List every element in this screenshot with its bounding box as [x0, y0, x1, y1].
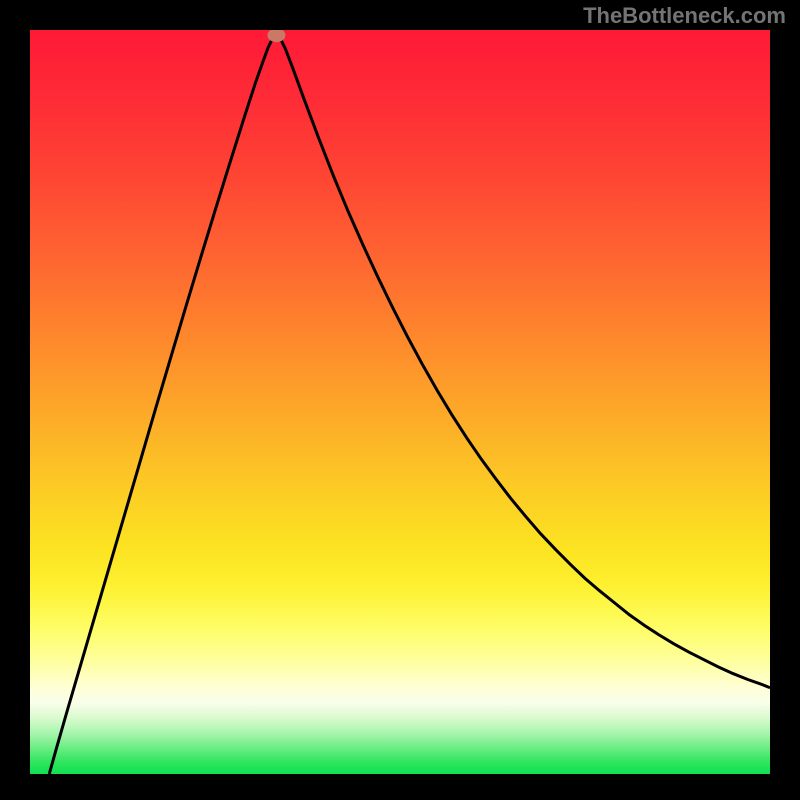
plot-area — [30, 30, 770, 774]
curve-line — [30, 30, 770, 774]
chart-frame: TheBottleneck.com — [0, 0, 800, 800]
watermark-text: TheBottleneck.com — [583, 3, 786, 29]
